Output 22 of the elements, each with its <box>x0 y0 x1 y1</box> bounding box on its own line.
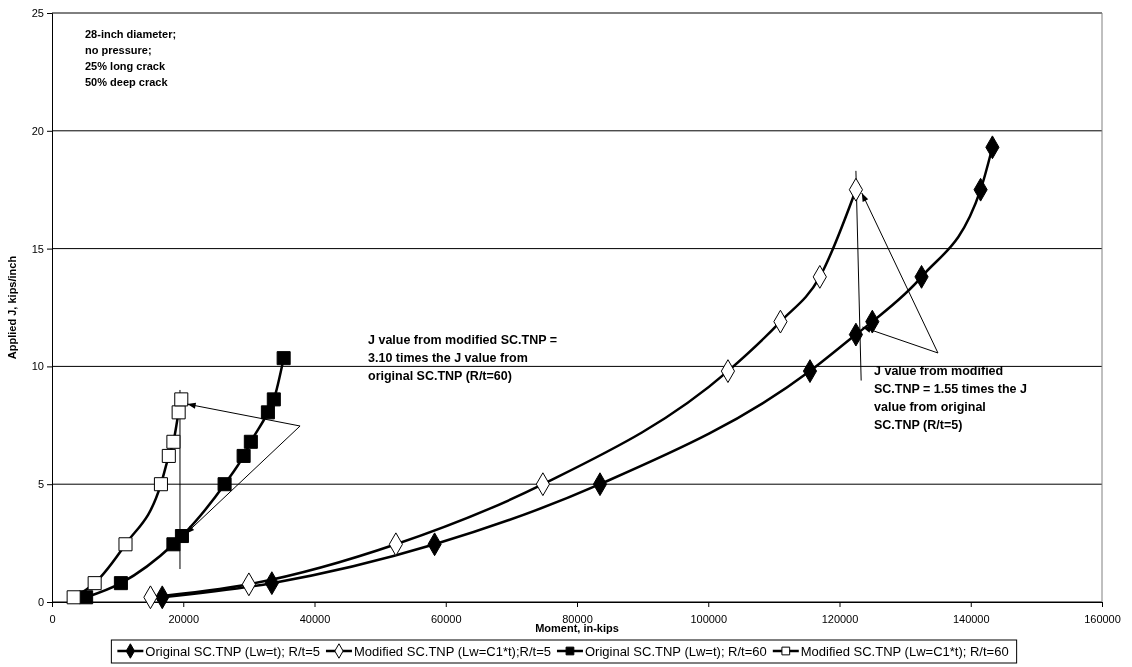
y-tick-label: 15 <box>31 242 44 255</box>
x-tick-label: 20000 <box>168 613 200 626</box>
legend-label: Modified SC.TNP (Lw=C1*t); R/t=60 <box>800 644 1009 659</box>
x-tick-label: 60000 <box>430 613 462 626</box>
y-tick-label: 5 <box>37 478 44 491</box>
x-tick-label: 40000 <box>299 613 331 626</box>
y-tick-label: 20 <box>31 124 44 137</box>
x-tick-label: 120000 <box>821 613 859 626</box>
legend-label: Original SC.TNP (Lw=t); R/t=5 <box>145 644 320 659</box>
x-tick-label: 0 <box>49 613 56 626</box>
y-axis-title: Applied J, kips/inch <box>6 255 18 360</box>
x-tick-label: 160000 <box>1084 613 1121 626</box>
legend-label: Original SC.TNP (Lw=t); R/t=60 <box>584 644 767 659</box>
legend-label: Modified SC.TNP (Lw=C1*t);R/t=5 <box>353 644 551 659</box>
annotation: J value from modified SC.TNP = 3.10 times the J value from original SC.TNP (R/t=60) <box>368 333 558 383</box>
y-tick-label: 25 <box>31 7 44 20</box>
x-tick-label: 140000 <box>952 613 990 626</box>
annotation: 28-inch diameter; no pressure; 25% long crack 50% deep crack <box>85 28 177 88</box>
x-tick-label: 100000 <box>690 613 728 626</box>
y-tick-label: 0 <box>37 596 44 609</box>
y-tick-label: 10 <box>31 360 44 373</box>
annotation: J value from modified SC.TNP = 1.55 times the J value from original SC.TNP (R/t=5) <box>874 364 1028 432</box>
